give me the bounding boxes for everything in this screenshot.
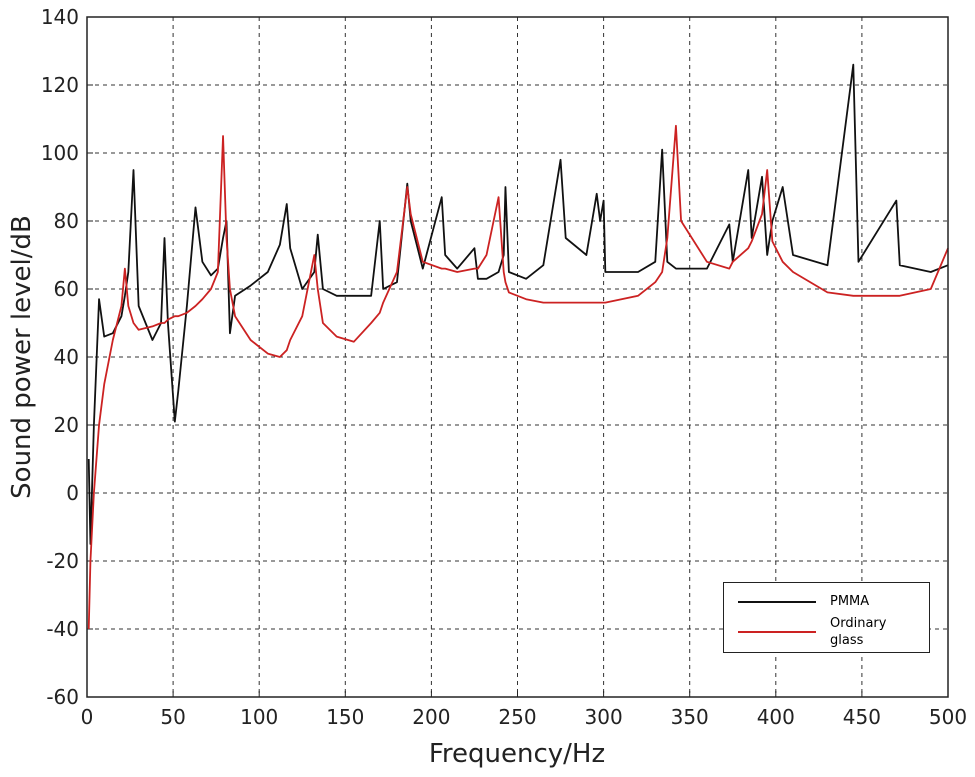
legend-item: PMMA	[738, 593, 900, 610]
x-tick-label: 150	[326, 705, 364, 729]
y-tick-label: 120	[41, 73, 79, 97]
legend-label: Ordinary glass	[830, 616, 887, 648]
y-tick-label: 40	[54, 345, 79, 369]
x-tick-label: 200	[412, 705, 450, 729]
x-tick-label: 350	[671, 705, 709, 729]
y-tick-label: 20	[54, 413, 79, 437]
x-tick-label: 100	[240, 705, 278, 729]
series-line	[87, 124, 949, 630]
y-tick-label: 140	[41, 5, 79, 29]
x-tick-label: 450	[843, 705, 881, 729]
y-tick-label: 80	[54, 209, 79, 233]
x-tick-label: 0	[81, 705, 94, 729]
plot-border	[86, 16, 949, 698]
legend: PMMA Ordinary glass	[723, 582, 930, 653]
x-tick-label: 400	[757, 705, 795, 729]
y-tick-label: -40	[46, 617, 79, 641]
x-tick-label: 300	[585, 705, 623, 729]
y-tick-label: -20	[46, 549, 79, 573]
x-axis-label: Frequency/Hz	[429, 739, 605, 769]
x-tick-label: 250	[498, 705, 536, 729]
legend-swatch	[738, 631, 816, 633]
legend-swatch	[738, 600, 816, 603]
y-tick-label: -60	[46, 685, 79, 709]
series-line	[87, 63, 949, 545]
x-tick-label: 50	[160, 705, 185, 729]
y-tick-label: 60	[54, 277, 79, 301]
y-tick-label: 100	[41, 141, 79, 165]
x-tick-label: 500	[929, 705, 967, 729]
y-tick-label: 0	[66, 481, 79, 505]
legend-item: Ordinary glass	[738, 615, 900, 649]
y-axis-label: Sound power level/dB	[7, 215, 37, 499]
legend-label: PMMA	[830, 594, 870, 609]
